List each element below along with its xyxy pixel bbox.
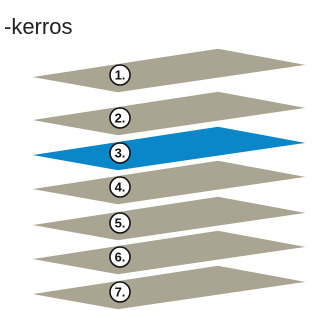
layer-label: 5. [115, 215, 126, 230]
heading: -kerros [4, 14, 72, 39]
layer-plate [28, 230, 310, 275]
layer-label: 6. [115, 249, 126, 264]
layer-label: 7. [115, 284, 126, 299]
layer-label: 1. [115, 67, 126, 82]
layer-diagram: -kerros 7. 6. 5. 4. 3. 2. 1. [0, 0, 316, 311]
layer-label: 3. [115, 145, 126, 160]
layer-plate [28, 48, 310, 93]
layer: 3. [28, 126, 310, 171]
layer-plate [28, 265, 310, 310]
layer: 4. [28, 160, 310, 205]
layer: 7. [28, 265, 310, 310]
layer-label: 4. [115, 179, 126, 194]
layer: 1. [28, 48, 310, 93]
layer-plate [28, 160, 310, 205]
layer: 5. [28, 196, 310, 241]
layer-label: 2. [115, 110, 126, 125]
layers: 7. 6. 5. 4. 3. 2. 1. [28, 48, 310, 310]
layer: 2. [28, 91, 310, 136]
layer-plate [28, 196, 310, 241]
layer-plate [28, 126, 310, 171]
layer-plate [28, 91, 310, 136]
layer: 6. [28, 230, 310, 275]
